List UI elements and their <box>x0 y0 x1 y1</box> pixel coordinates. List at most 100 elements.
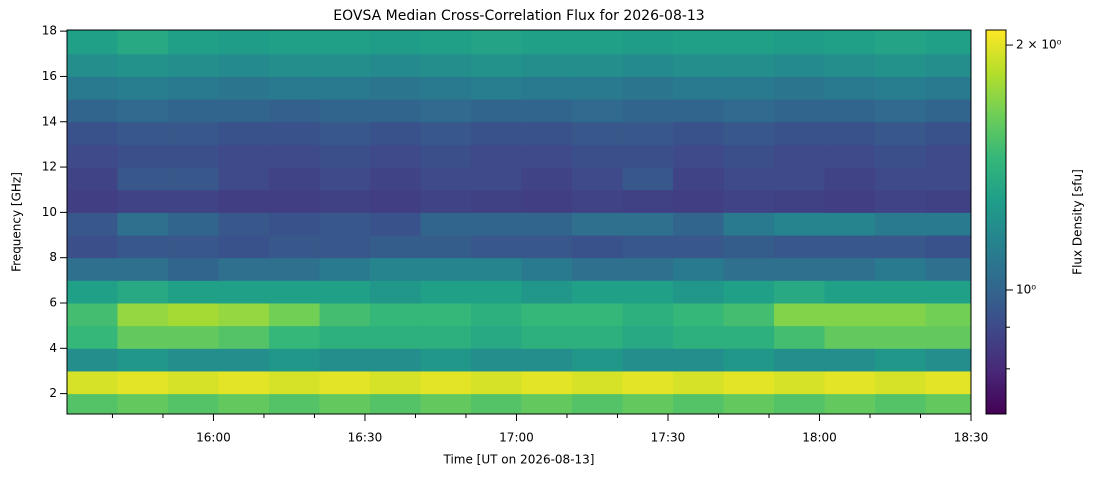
heatmap-cell <box>218 325 270 349</box>
heatmap-cell <box>471 280 523 304</box>
heatmap-cell <box>117 393 169 414</box>
y-tick-label: 6 <box>49 295 57 309</box>
heatmap-cell <box>622 212 674 236</box>
heatmap-cell <box>723 76 775 100</box>
heatmap-cell <box>471 99 523 123</box>
heatmap-cell <box>420 30 472 55</box>
y-tick-label: 10 <box>42 205 57 219</box>
heatmap-cell <box>117 99 169 123</box>
heatmap-cell <box>67 280 119 304</box>
heatmap-cell <box>370 235 422 259</box>
heatmap-cell <box>370 325 422 349</box>
heatmap-cell <box>572 121 624 145</box>
heatmap-cell <box>168 212 220 236</box>
heatmap-cell <box>521 30 573 55</box>
heatmap-cell <box>67 325 119 349</box>
heatmap-cell <box>370 393 422 414</box>
heatmap-cell <box>875 235 927 259</box>
heatmap-cell <box>875 302 927 327</box>
heatmap-cell <box>521 167 573 191</box>
heatmap-cell <box>319 348 371 372</box>
heatmap-cell <box>673 53 725 77</box>
heatmap-cell <box>420 76 472 100</box>
heatmap-cell <box>471 257 523 281</box>
heatmap-cell <box>723 325 775 349</box>
heatmap-cell <box>319 53 371 77</box>
heatmap-cell <box>168 144 220 168</box>
heatmap-cell <box>269 257 321 281</box>
heatmap-cell <box>925 167 971 191</box>
heatmap-cell <box>572 348 624 372</box>
heatmap-cell <box>269 121 321 145</box>
heatmap-cell <box>319 280 371 304</box>
heatmap-cell <box>925 280 971 304</box>
heatmap-cell <box>269 76 321 100</box>
heatmap-cell <box>925 393 971 414</box>
x-tick-label: 17:30 <box>651 431 686 445</box>
heatmap-cell <box>774 393 826 414</box>
heatmap-cell <box>269 189 321 213</box>
heatmap-cell <box>117 212 169 236</box>
heatmap-cell <box>673 280 725 304</box>
heatmap-cell <box>319 189 371 213</box>
heatmap-cell <box>269 212 321 236</box>
heatmap-cell <box>218 30 270 55</box>
heatmap-cell <box>572 53 624 77</box>
heatmap-cell <box>925 325 971 349</box>
heatmap-cell <box>774 121 826 145</box>
heatmap-cell <box>925 121 971 145</box>
heatmap-cell <box>67 30 119 55</box>
heatmap-cell <box>218 99 270 123</box>
heatmap-cell <box>319 121 371 145</box>
heatmap-cell <box>420 302 472 327</box>
heatmap-cell <box>420 280 472 304</box>
heatmap-cell <box>117 302 169 327</box>
heatmap-cell <box>572 76 624 100</box>
heatmap-cell <box>420 370 472 395</box>
heatmap-cell <box>67 76 119 100</box>
heatmap-cell <box>875 121 927 145</box>
heatmap-cell <box>723 53 775 77</box>
heatmap-cell <box>673 189 725 213</box>
heatmap-cell <box>218 257 270 281</box>
y-tick-label: 8 <box>49 250 57 264</box>
heatmap-cell <box>723 393 775 414</box>
heatmap-cell <box>168 99 220 123</box>
heatmap-cell <box>370 121 422 145</box>
heatmap-cell <box>117 325 169 349</box>
heatmap-cell <box>471 30 523 55</box>
heatmap-cell <box>168 280 220 304</box>
heatmap-cell <box>319 370 371 395</box>
heatmap-cell <box>370 53 422 77</box>
heatmap-cell <box>875 167 927 191</box>
heatmap-cell <box>67 302 119 327</box>
heatmap-cell <box>218 167 270 191</box>
heatmap-cell <box>572 30 624 55</box>
heatmap-cell <box>824 370 876 395</box>
heatmap-cell <box>168 76 220 100</box>
heatmap-cell <box>622 393 674 414</box>
heatmap-cell <box>875 393 927 414</box>
heatmap-cell <box>521 325 573 349</box>
heatmap-cell <box>622 76 674 100</box>
y-tick-label: 14 <box>42 114 57 128</box>
heatmap-cell <box>67 167 119 191</box>
heatmap-cell <box>875 144 927 168</box>
heatmap-cell <box>521 99 573 123</box>
heatmap-cell <box>723 144 775 168</box>
heatmap-cell <box>723 189 775 213</box>
heatmap-cell <box>774 144 826 168</box>
heatmap-cell <box>521 370 573 395</box>
heatmap-cell <box>824 30 876 55</box>
heatmap-cell <box>572 212 624 236</box>
heatmap-cell <box>925 53 971 77</box>
heatmap-cell <box>824 144 876 168</box>
heatmap-cell <box>269 99 321 123</box>
heatmap-cell <box>420 167 472 191</box>
heatmap-cell <box>67 53 119 77</box>
heatmap-cell <box>875 348 927 372</box>
heatmap-cell <box>622 167 674 191</box>
heatmap-cell <box>117 370 169 395</box>
heatmap-cell <box>673 99 725 123</box>
y-tick-label: 12 <box>42 160 57 174</box>
